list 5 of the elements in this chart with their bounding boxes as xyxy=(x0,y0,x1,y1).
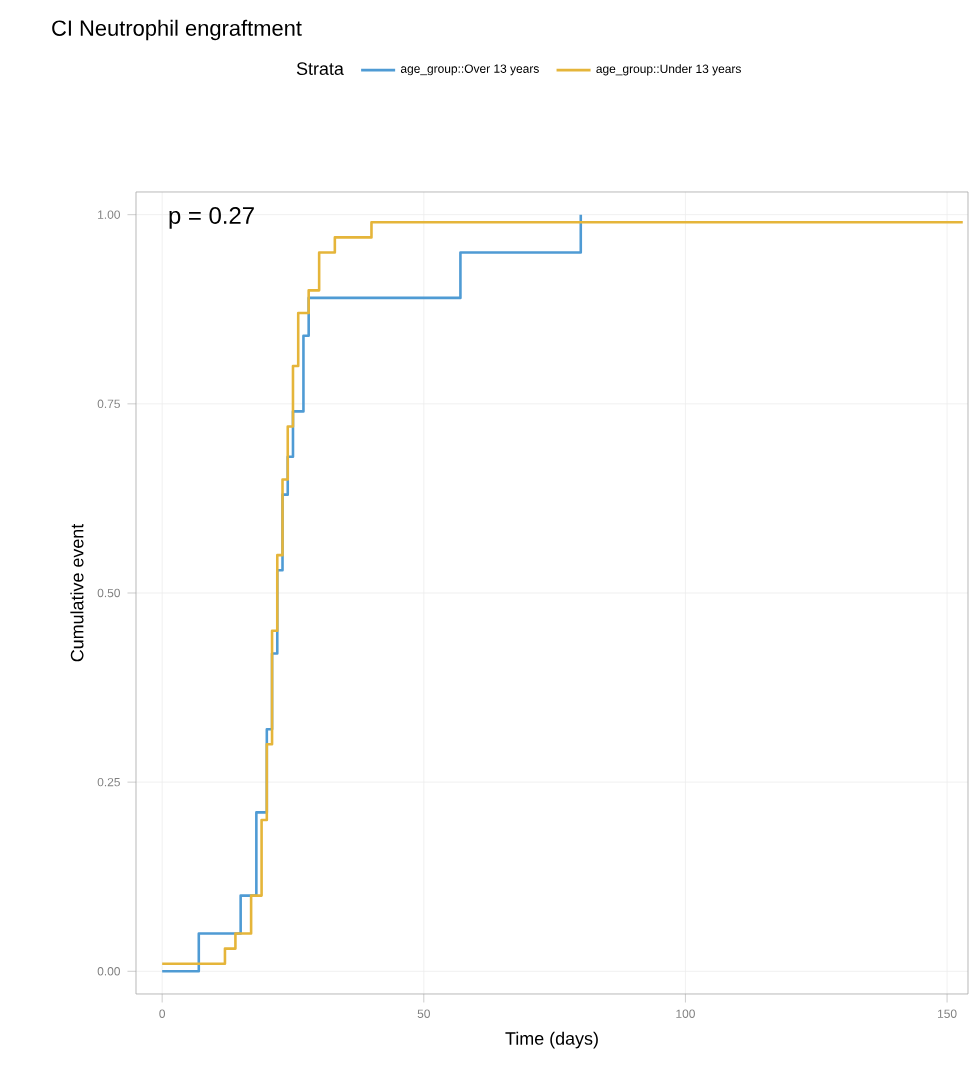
y-axis-title: Cumulative event xyxy=(70,523,84,662)
annotation: p = 0.27 xyxy=(169,207,254,229)
legend-title: Strata xyxy=(296,62,344,76)
x-axis-title: Time (days) xyxy=(505,1031,598,1049)
chart-title: CI Neutrophil engraftment xyxy=(52,19,302,41)
